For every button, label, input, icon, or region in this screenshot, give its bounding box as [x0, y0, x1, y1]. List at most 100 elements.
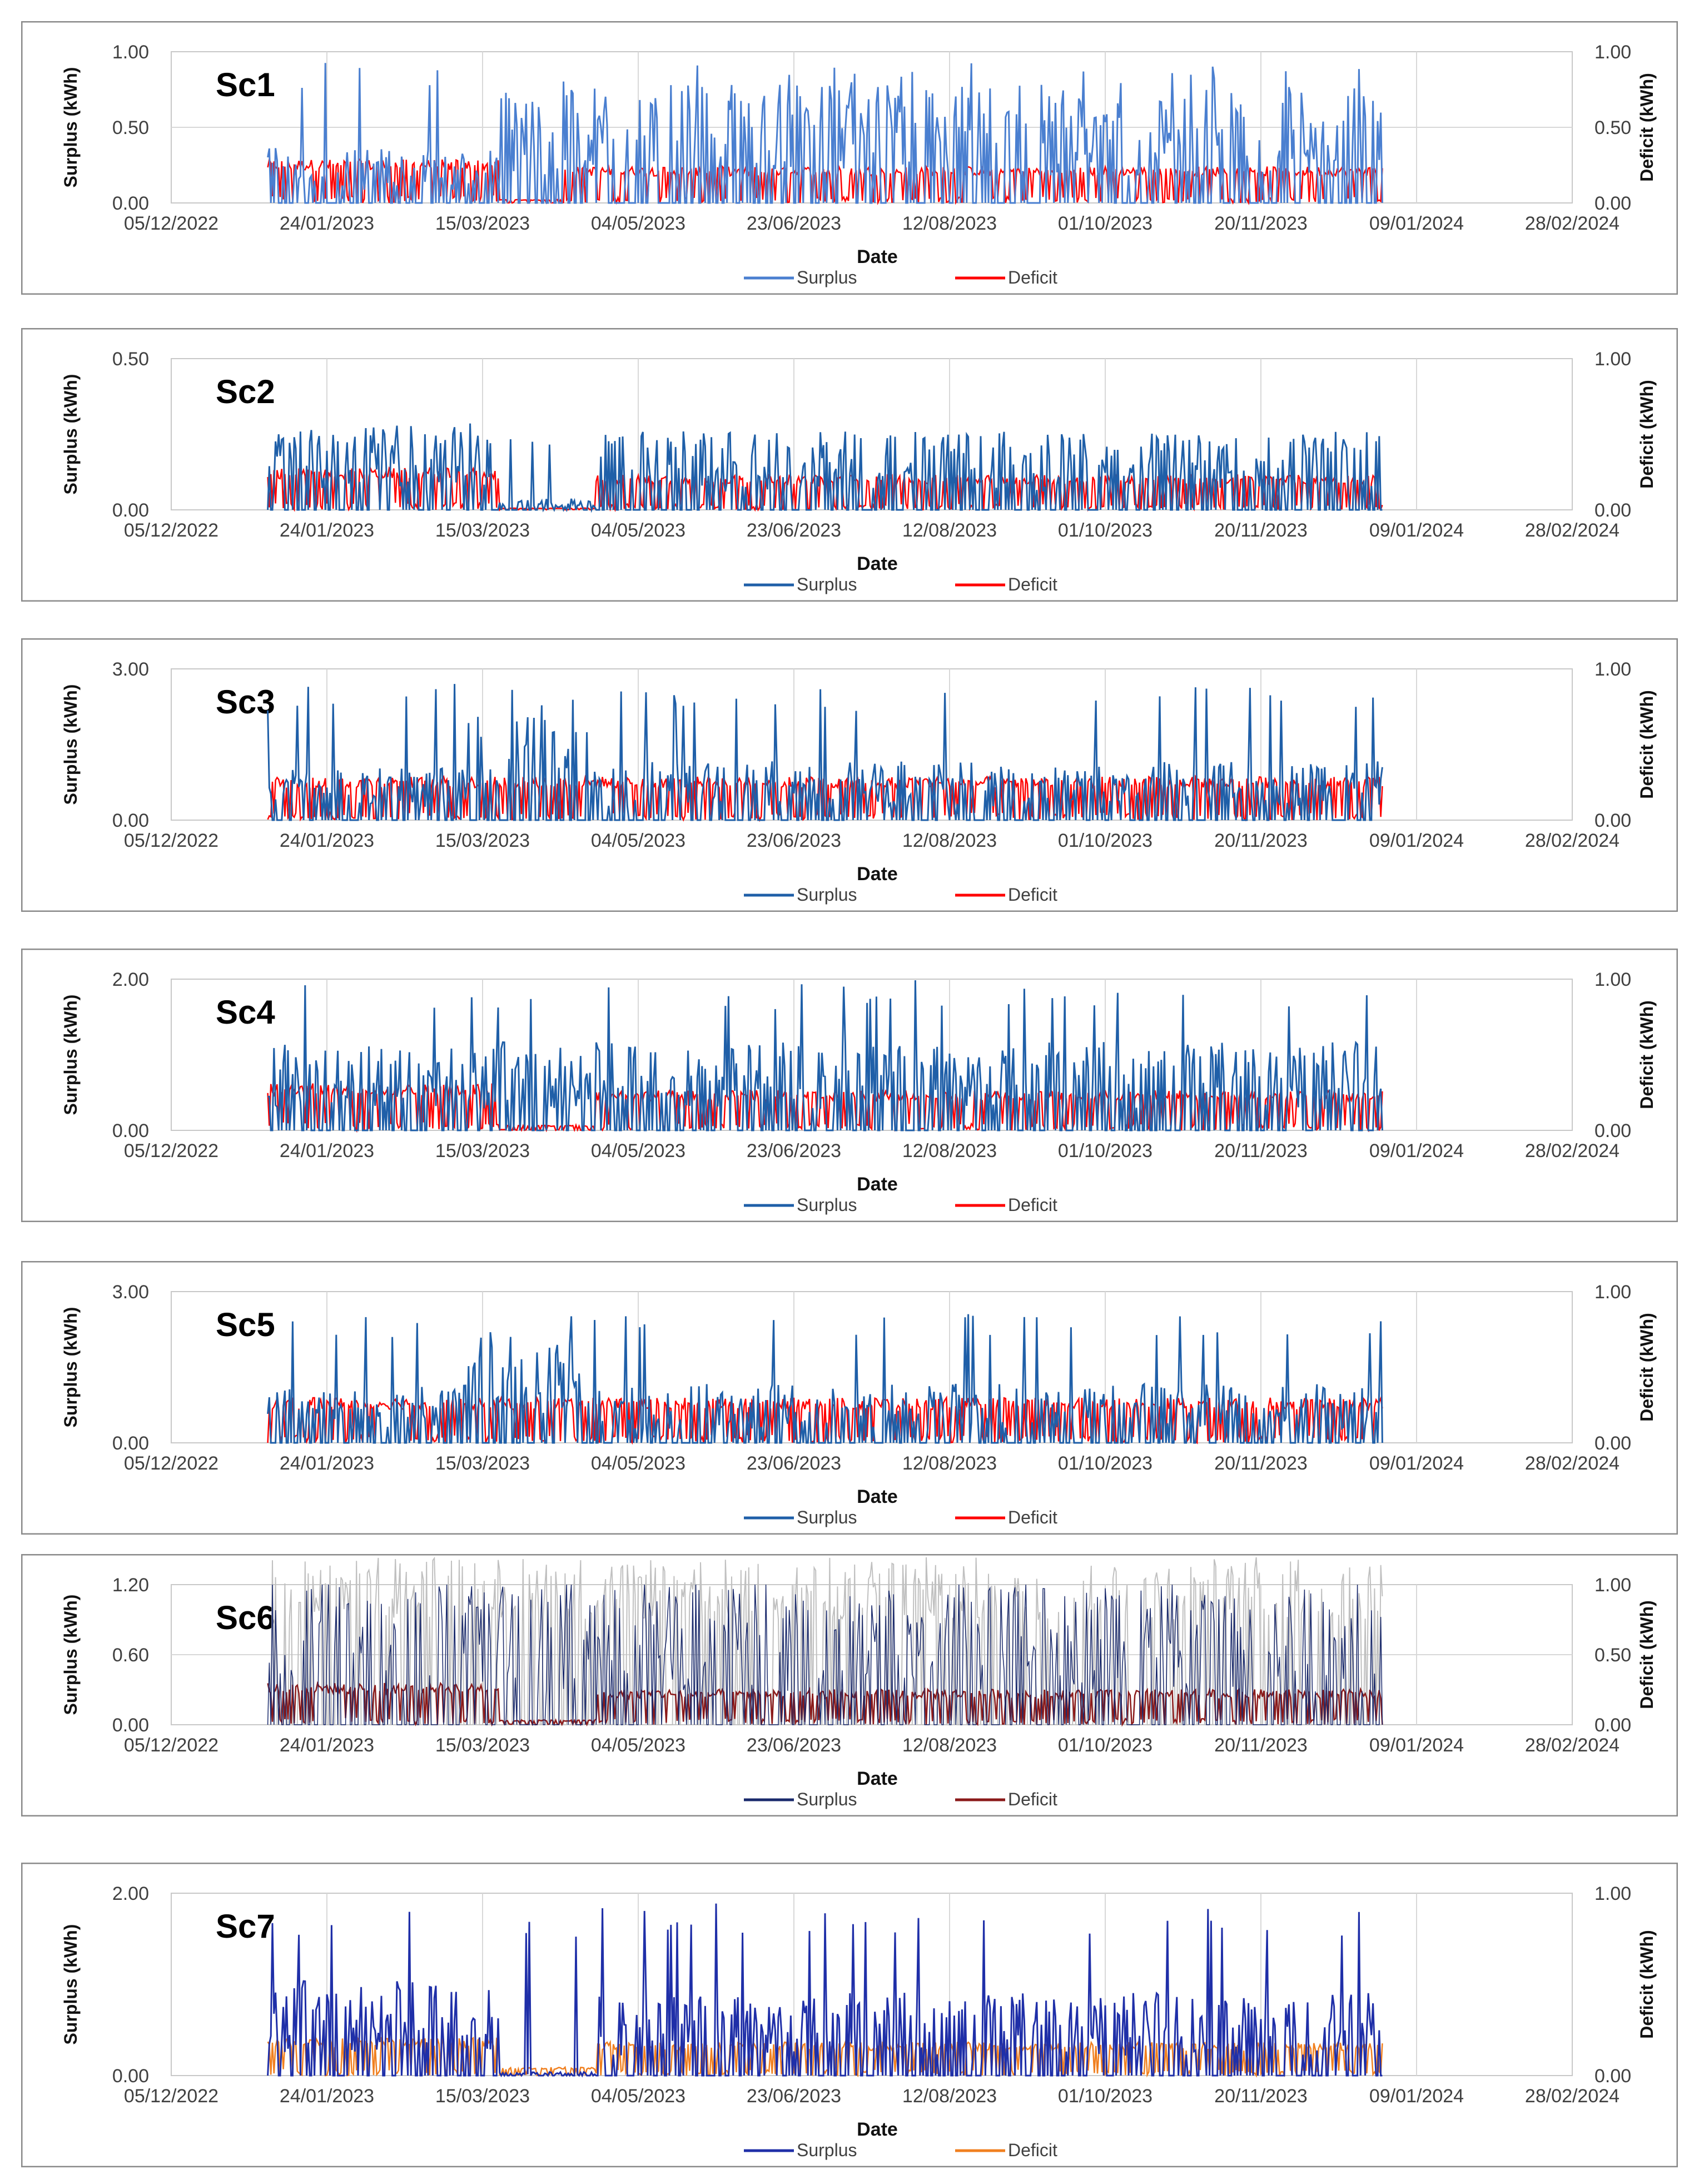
x-tick-label: 12/08/2023 [902, 1140, 997, 1162]
y-tick-label: 0.00 [112, 1120, 149, 1141]
x-tick-label: 12/08/2023 [902, 830, 997, 851]
x-tick-label: 20/11/2023 [1214, 1140, 1308, 1162]
legend-label-deficit: Deficit [1008, 574, 1057, 594]
series-surplus-line [267, 63, 1383, 204]
x-tick-label: 20/11/2023 [1214, 830, 1308, 851]
x-tick-label: 01/10/2023 [1058, 1140, 1152, 1162]
y2-tick-label: 1.00 [1594, 1883, 1631, 1904]
x-tick-label: 09/01/2024 [1369, 830, 1464, 851]
chart-sc6: 05/12/2022 24/01/2023 15/03/2023 04/05/2023… [21, 1554, 1678, 1816]
x-tick-label: 05/12/2022 [124, 830, 218, 851]
y2-axis-title: Deficit (kWh) [1637, 1600, 1657, 1709]
chart-sc2: 05/12/2022 24/01/2023 15/03/2023 04/05/2023… [21, 328, 1678, 602]
x-tick-label: 09/01/2024 [1369, 520, 1464, 541]
series-surplus-line [267, 1314, 1383, 1444]
scenario-label: Sc3 [216, 683, 275, 721]
y-tick-label: 2.00 [112, 969, 149, 990]
legend-label-deficit: Deficit [1008, 267, 1057, 287]
plot-area [171, 668, 1573, 821]
y-axis-title: Surplus (kWh) [61, 1307, 81, 1428]
x-tick-label: 28/02/2024 [1525, 830, 1619, 851]
series-surplus-line [267, 1903, 1383, 2078]
legend-label-deficit: Deficit [1008, 2140, 1057, 2160]
x-tick-label: 28/02/2024 [1525, 213, 1619, 234]
y2-tick-label: 0.50 [1594, 1645, 1631, 1666]
y2-tick-label: 0.50 [1594, 117, 1631, 138]
series-background-line [267, 1556, 1383, 1725]
x-axis-title: Date [857, 246, 898, 267]
y2-tick-label: 0.00 [1594, 810, 1631, 831]
y2-tick-label: 0.00 [1594, 193, 1631, 214]
legend-label-surplus: Surplus [797, 574, 857, 594]
y2-tick-label: 1.00 [1594, 969, 1631, 990]
y-tick-label: 3.00 [112, 659, 149, 680]
y2-axis-title: Deficit (kWh) [1637, 690, 1657, 799]
y-tick-label: 1.20 [112, 1575, 149, 1596]
y-axis-title: Surplus (kWh) [61, 1924, 81, 2045]
y2-axis-title: Deficit (kWh) [1637, 1930, 1657, 2039]
scenario-label: Sc5 [216, 1306, 275, 1343]
legend-label-surplus: Surplus [797, 267, 857, 287]
x-axis-title: Date [857, 553, 898, 574]
y-axis-title: Surplus (kWh) [61, 1595, 81, 1715]
x-tick-label: 04/05/2023 [591, 1735, 685, 1756]
y2-tick-label: 1.00 [1594, 1282, 1631, 1303]
x-tick-label: 24/01/2023 [280, 2086, 374, 2107]
legend-label-surplus: Surplus [797, 885, 857, 905]
x-tick-label: 12/08/2023 [902, 1453, 997, 1474]
x-tick-label: 23/06/2023 [747, 1735, 841, 1756]
x-tick-label: 24/01/2023 [280, 1140, 374, 1162]
x-tick-label: 04/05/2023 [591, 1453, 685, 1474]
x-tick-label: 20/11/2023 [1214, 2086, 1308, 2107]
x-tick-label: 15/03/2023 [435, 1453, 530, 1474]
y-tick-label: 0.50 [112, 117, 149, 138]
x-axis-title: Date [857, 1486, 898, 1507]
x-tick-label: 12/08/2023 [902, 520, 997, 541]
y2-tick-label: 1.00 [1594, 349, 1631, 370]
y2-tick-label: 0.00 [1594, 1120, 1631, 1141]
x-tick-label: 28/02/2024 [1525, 1735, 1619, 1756]
x-axis-title: Date [857, 1768, 898, 1789]
x-tick-label: 28/02/2024 [1525, 520, 1619, 541]
legend-label-deficit: Deficit [1008, 885, 1057, 905]
y2-tick-label: 0.00 [1594, 2066, 1631, 2087]
x-tick-label: 24/01/2023 [280, 213, 374, 234]
y-tick-label: 0.00 [112, 1715, 149, 1736]
plot-area [171, 979, 1573, 1131]
x-tick-label: 01/10/2023 [1058, 1735, 1152, 1756]
chart-sc3: 05/12/2022 24/01/2023 15/03/2023 04/05/2023… [21, 638, 1678, 912]
x-tick-label: 09/01/2024 [1369, 213, 1464, 234]
series-surplus-line [267, 423, 1383, 513]
chart-sc5: 05/12/2022 24/01/2023 15/03/2023 04/05/2023… [21, 1261, 1678, 1535]
x-tick-label: 23/06/2023 [747, 1453, 841, 1474]
legend-label-deficit: Deficit [1008, 1789, 1057, 1809]
y2-tick-label: 1.00 [1594, 659, 1631, 680]
y-tick-label: 3.00 [112, 1282, 149, 1303]
chart-frame [21, 1261, 1678, 1535]
y-axis-title: Surplus (kWh) [61, 684, 81, 805]
x-tick-label: 05/12/2022 [124, 520, 218, 541]
x-tick-label: 01/10/2023 [1058, 1453, 1152, 1474]
x-tick-label: 05/12/2022 [124, 1140, 218, 1162]
y-axis-title: Surplus (kWh) [61, 995, 81, 1115]
chart-frame [21, 21, 1678, 295]
x-tick-label: 09/01/2024 [1369, 1735, 1464, 1756]
y-axis-title: Surplus (kWh) [61, 374, 81, 495]
x-tick-label: 04/05/2023 [591, 1140, 685, 1162]
x-tick-label: 04/05/2023 [591, 520, 685, 541]
x-tick-label: 05/12/2022 [124, 2086, 218, 2107]
x-tick-label: 28/02/2024 [1525, 2086, 1619, 2107]
x-tick-label: 15/03/2023 [435, 213, 530, 234]
y-tick-label: 0.60 [112, 1645, 149, 1666]
x-tick-label: 05/12/2022 [124, 1735, 218, 1756]
chart-sc7: 05/12/2022 24/01/2023 15/03/2023 04/05/2023… [21, 1863, 1678, 2167]
chart-sc4: 05/12/2022 24/01/2023 15/03/2023 04/05/2023… [21, 949, 1678, 1222]
scenario-label: Sc4 [216, 994, 275, 1031]
x-tick-label: 05/12/2022 [124, 1453, 218, 1474]
x-tick-label: 20/11/2023 [1214, 520, 1308, 541]
x-axis-title: Date [857, 2119, 898, 2140]
scenario-label: Sc7 [216, 1908, 275, 1945]
x-tick-label: 24/01/2023 [280, 830, 374, 851]
y-tick-label: 0.00 [112, 810, 149, 831]
